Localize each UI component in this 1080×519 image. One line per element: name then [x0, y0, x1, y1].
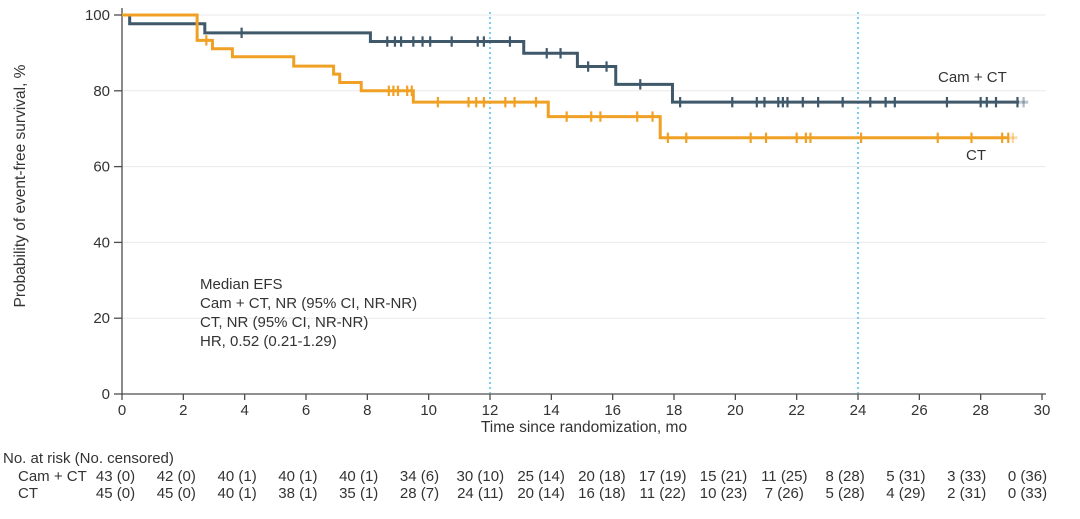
- annotation-line-ct: CT, NR (95% CI, NR-NR): [200, 314, 369, 331]
- risk-cell: 20 (18): [578, 468, 626, 485]
- risk-cell: 45 (0): [95, 485, 136, 502]
- risk-cell: 8 (28): [825, 468, 865, 485]
- series-label-ct: CT: [966, 147, 986, 164]
- y-tick-label: 0: [102, 386, 110, 403]
- x-tick-label: 30: [1034, 402, 1051, 419]
- risk-cell: 16 (18): [578, 485, 626, 502]
- risk-cell: 3 (33): [947, 468, 987, 485]
- risk-cell: 4 (29): [886, 485, 926, 502]
- y-tick-label: 80: [93, 83, 110, 100]
- annotation-line-median-efs: Median EFS: [200, 276, 283, 293]
- risk-cell: 42 (0): [156, 468, 196, 485]
- x-tick-label: 16: [604, 402, 621, 419]
- risk-cell: 15 (21): [699, 468, 748, 485]
- risk-row-label-cam-ct: Cam + CT: [18, 468, 87, 485]
- risk-cell: 45 (0): [156, 485, 196, 502]
- x-tick-label: 4: [240, 402, 248, 419]
- annotation-line-hazard-ratio: HR, 0.52 (0.21-1.29): [200, 333, 337, 350]
- risk-cell: 10 (23): [699, 485, 748, 502]
- x-tick-label: 28: [972, 402, 989, 419]
- risk-cell: 40 (1): [217, 485, 257, 502]
- risk-cell: 35 (1): [339, 485, 379, 502]
- x-tick-label: 26: [911, 402, 928, 419]
- risk-cell: 0 (33): [1007, 485, 1048, 502]
- risk-cell: 40 (1): [339, 468, 379, 485]
- risk-cell: 5 (31): [886, 468, 926, 485]
- risk-cell: 40 (1): [278, 468, 318, 485]
- y-tick-label: 40: [93, 234, 110, 251]
- x-tick-label: 8: [363, 402, 371, 419]
- risk-cell: 40 (1): [217, 468, 257, 485]
- y-tick-label: 20: [93, 310, 110, 327]
- risk-cell: 34 (6): [399, 468, 440, 485]
- y-tick-label: 100: [85, 7, 110, 24]
- series-label-cam-ct: Cam + CT: [938, 69, 1007, 86]
- risk-cell: 25 (14): [517, 468, 565, 485]
- risk-cell: 5 (28): [825, 485, 865, 502]
- x-tick-label: 0: [118, 402, 126, 419]
- x-tick-label: 12: [482, 402, 499, 419]
- risk-row-label-ct: CT: [18, 485, 38, 502]
- risk-cell: 2 (31): [947, 485, 987, 502]
- median-efs-annotation: Median EFS Cam + CT, NR (95% CI, NR-NR) …: [200, 275, 417, 351]
- x-tick-label: 20: [727, 402, 744, 419]
- km-curve-ct: [122, 13, 1009, 140]
- risk-cell: 11 (22): [639, 485, 686, 502]
- y-tick-label: 60: [93, 159, 110, 176]
- x-tick-label: 22: [788, 402, 805, 419]
- annotation-line-cam-ct: Cam + CT, NR (95% CI, NR-NR): [200, 295, 418, 312]
- risk-cell: 0 (36): [1007, 468, 1048, 485]
- risk-cell: 30 (10): [456, 468, 505, 485]
- risk-cell: 17 (19): [638, 468, 687, 485]
- x-tick-label: 10: [420, 402, 437, 419]
- risk-cell: 20 (14): [517, 485, 565, 502]
- risk-cell: 7 (26): [764, 485, 804, 502]
- x-tick-label: 6: [302, 402, 310, 419]
- km-curve-cam-ct: [122, 13, 1020, 104]
- x-axis-title: Time since randomization, mo: [480, 419, 688, 436]
- risk-cell: 43 (0): [95, 468, 136, 485]
- risk-cell: 28 (7): [399, 485, 440, 502]
- risk-table-header: No. at risk (No. censored): [3, 450, 174, 467]
- y-axis-title: Probability of event-free survival, %: [12, 64, 29, 308]
- x-tick-label: 14: [543, 402, 560, 419]
- x-tick-label: 18: [666, 402, 683, 419]
- x-tick-label: 2: [179, 402, 187, 419]
- x-tick-label: 24: [850, 402, 867, 419]
- risk-cell: 24 (11): [457, 485, 504, 502]
- risk-cell: 11 (25): [761, 468, 808, 485]
- risk-cell: 38 (1): [278, 485, 318, 502]
